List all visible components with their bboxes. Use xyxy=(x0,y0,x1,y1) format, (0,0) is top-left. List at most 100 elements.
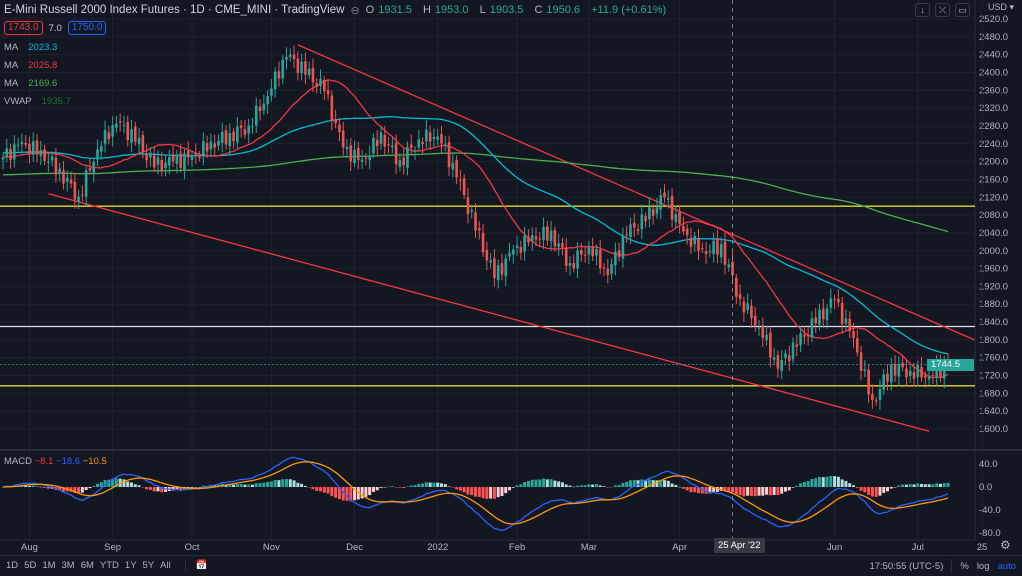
candle-body xyxy=(871,394,874,400)
candle xyxy=(568,256,572,276)
candle-body xyxy=(504,258,508,277)
macd-histogram-bar xyxy=(292,480,296,487)
candle xyxy=(213,134,216,157)
candle-body xyxy=(277,71,281,79)
macd-histogram-bar xyxy=(500,487,504,497)
candle xyxy=(375,130,379,156)
candle xyxy=(572,254,576,273)
candle-body xyxy=(398,160,402,167)
candle-body xyxy=(583,254,587,256)
timeframe-all[interactable]: All xyxy=(160,560,171,571)
macd-histogram-bar xyxy=(761,487,765,496)
candle xyxy=(425,120,428,148)
timeframe-5d[interactable]: 5D xyxy=(24,560,37,571)
macd-histogram-bar xyxy=(904,484,908,487)
candle-body xyxy=(670,195,674,220)
candle xyxy=(746,293,749,314)
timeframe-5y[interactable]: 5Y xyxy=(142,560,155,571)
macd-histogram-bar xyxy=(855,487,859,488)
indicator-ma-1[interactable]: MA 2023.3 xyxy=(4,41,670,53)
candle-body xyxy=(323,79,326,92)
macd-histogram-bar xyxy=(235,484,239,487)
candle-body xyxy=(183,153,186,171)
candle xyxy=(160,151,164,177)
candle xyxy=(493,249,496,287)
symbol-title[interactable]: E-Mini Russell 2000 Index Futures · 1D ·… xyxy=(4,4,345,16)
candle-body xyxy=(243,129,247,135)
macd-histogram-bar xyxy=(133,484,137,487)
macd-histogram-bar xyxy=(613,485,617,487)
candle xyxy=(576,242,579,278)
log-scale-button[interactable]: log xyxy=(976,560,990,572)
candle xyxy=(179,143,182,173)
timeframe-ytd[interactable]: YTD xyxy=(99,560,119,571)
candle-body xyxy=(757,327,761,329)
timeframe-1y[interactable]: 1Y xyxy=(124,560,137,571)
macd-histogram-bar xyxy=(190,487,194,488)
macd-histogram-bar xyxy=(685,487,689,491)
candle-body xyxy=(840,303,844,324)
time-axis-label: Jun xyxy=(827,542,842,553)
collapse-pane-icon[interactable]: ⤫ xyxy=(935,3,950,17)
candle-body xyxy=(99,146,103,152)
currency-select[interactable]: USD ▾ xyxy=(987,2,1014,12)
date-range-icon[interactable]: 📅 xyxy=(184,560,208,571)
candle-body xyxy=(447,141,451,167)
collapse-icon[interactable]: ⊖ xyxy=(350,4,360,17)
candle xyxy=(799,326,802,353)
indicator-vwap[interactable]: VWAP 1935.7 xyxy=(4,95,670,107)
candle-body xyxy=(402,157,405,166)
candle-body xyxy=(477,228,481,231)
candle xyxy=(368,145,371,170)
trend-line xyxy=(297,44,975,341)
timeframe-1m[interactable]: 1M xyxy=(42,560,56,571)
candle xyxy=(228,123,232,156)
candle xyxy=(334,109,337,129)
price-axis-label: 1920.0 xyxy=(979,281,1008,292)
candle-body xyxy=(213,143,216,148)
candle-body xyxy=(13,144,16,160)
macd-histogram-bar xyxy=(942,483,946,487)
clock[interactable]: 17:50:55 (UTC-5) xyxy=(869,560,944,572)
high-value: 1953.0 xyxy=(434,4,469,16)
macd-histogram-bar xyxy=(43,487,47,488)
macd-histogram-bar xyxy=(379,487,383,488)
candle-body xyxy=(462,178,466,195)
candle xyxy=(617,243,621,262)
auto-scale-button[interactable]: auto xyxy=(997,560,1017,572)
maximize-icon[interactable]: ▭ xyxy=(955,3,970,17)
candle-body xyxy=(614,251,617,266)
macd-histogram-bar xyxy=(568,485,572,487)
candle xyxy=(391,137,394,154)
settings-gear-icon[interactable]: ⚙ xyxy=(1000,538,1011,552)
candle-body xyxy=(224,130,228,145)
candle xyxy=(882,369,886,395)
candle-body xyxy=(330,95,334,121)
candle-body xyxy=(693,235,697,245)
candle xyxy=(190,150,194,168)
timeframe-3m[interactable]: 3M xyxy=(61,560,75,571)
timeframe-6m[interactable]: 6M xyxy=(80,560,94,571)
indicator-ma-2[interactable]: MA 2025.8 xyxy=(4,59,670,71)
scroll-down-icon[interactable]: ↓ xyxy=(915,3,930,17)
candle-body xyxy=(580,250,583,255)
spread-value: 7.0 xyxy=(48,22,62,34)
price-chart[interactable]: 1600.0 1640.0 1680.0 1720.0 1760.0 1800.0 1840… xyxy=(0,0,1022,555)
macd-histogram-bar xyxy=(50,487,54,489)
candle xyxy=(459,170,462,191)
candle-body xyxy=(632,222,636,228)
timeframe-1d[interactable]: 1D xyxy=(6,560,19,571)
macd-histogram-bar xyxy=(576,485,580,487)
buy-button[interactable]: 1750.0 xyxy=(67,21,107,35)
candle xyxy=(443,135,447,152)
percent-scale-button[interactable]: % xyxy=(960,560,969,572)
macd-histogram-bar xyxy=(387,486,391,488)
indicator-ma-3[interactable]: MA 2169.6 xyxy=(4,77,670,89)
candle-body xyxy=(20,142,24,145)
macd-histogram-bar xyxy=(530,479,534,487)
macd-legend[interactable]: MACD −8.1 −18.6 −10.5 xyxy=(4,456,107,467)
candle-body xyxy=(576,250,579,269)
sell-button[interactable]: 1743.0 xyxy=(4,21,43,35)
macd-histogram-bar xyxy=(103,479,107,487)
candle xyxy=(417,129,421,152)
